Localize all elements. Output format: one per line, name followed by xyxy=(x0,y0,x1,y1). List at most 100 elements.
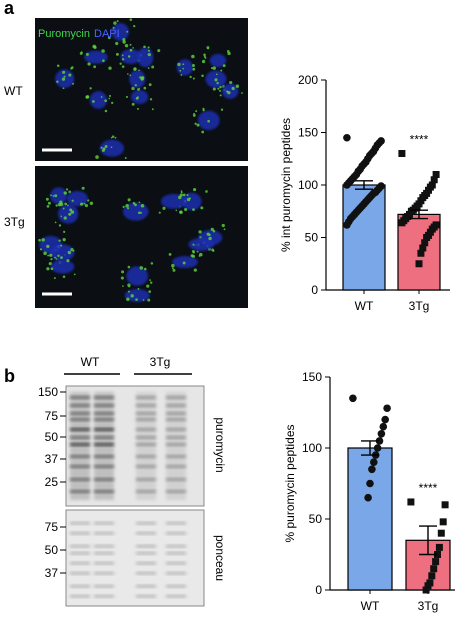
puncta xyxy=(104,99,107,103)
puncta xyxy=(192,77,195,80)
data-point xyxy=(437,529,445,537)
band xyxy=(136,412,156,415)
puncta xyxy=(212,87,216,91)
puncta xyxy=(124,43,129,48)
band xyxy=(166,412,186,415)
puncta xyxy=(111,101,114,104)
puncta xyxy=(62,207,65,210)
puncta xyxy=(182,63,185,66)
puncta xyxy=(120,276,124,280)
puncta xyxy=(110,146,113,148)
puncta xyxy=(147,298,151,302)
data-point xyxy=(432,171,440,178)
data-point xyxy=(366,479,374,488)
puncta xyxy=(58,224,62,227)
mw-marker: 150 xyxy=(38,385,58,399)
puncta xyxy=(207,119,210,123)
puncta xyxy=(126,30,129,33)
stain-label: Puromycin xyxy=(38,28,90,40)
nucleus xyxy=(50,259,75,274)
puncta xyxy=(202,109,205,112)
puncta xyxy=(63,216,67,220)
band xyxy=(136,522,156,525)
puncta xyxy=(130,294,134,298)
data-point xyxy=(434,551,441,558)
puncta xyxy=(122,37,126,41)
band xyxy=(136,418,156,421)
band xyxy=(94,490,114,493)
y-axis-label: % puromycin peptides xyxy=(283,424,297,542)
puncta xyxy=(68,73,72,77)
puncta xyxy=(127,207,130,210)
band xyxy=(136,465,156,468)
band xyxy=(70,465,90,468)
nucleus xyxy=(111,23,129,41)
mw-marker: 37 xyxy=(45,452,59,466)
puncta xyxy=(235,84,240,88)
puncta xyxy=(135,298,138,301)
nucleus xyxy=(84,50,108,64)
puncta xyxy=(162,206,166,210)
band xyxy=(166,455,186,458)
mw-marker: 75 xyxy=(45,520,59,534)
data-point xyxy=(383,404,391,413)
puncta xyxy=(139,266,144,270)
puncta xyxy=(41,238,45,242)
puncta xyxy=(108,94,112,98)
puncta xyxy=(80,202,84,206)
nucleus xyxy=(124,289,150,302)
nucleus xyxy=(209,53,227,68)
puncta xyxy=(222,64,226,68)
puncta xyxy=(136,107,139,110)
puncta xyxy=(101,49,105,53)
band xyxy=(70,595,90,598)
puncta xyxy=(56,80,59,83)
puncta xyxy=(58,239,61,242)
puncta xyxy=(186,197,191,202)
puncta xyxy=(191,64,195,68)
panel-label: b xyxy=(4,366,15,386)
puncta xyxy=(68,190,72,194)
band xyxy=(136,404,156,407)
puncta xyxy=(168,252,172,256)
puncta xyxy=(108,66,112,70)
band xyxy=(70,412,90,415)
puncta xyxy=(95,155,99,159)
data-point xyxy=(368,465,376,474)
puncta xyxy=(62,70,66,74)
significance: **** xyxy=(419,481,438,495)
data-point xyxy=(373,444,382,452)
nucleus xyxy=(182,192,202,211)
data-point xyxy=(424,582,432,590)
puncta xyxy=(146,284,150,288)
band xyxy=(166,572,186,575)
band xyxy=(94,404,114,407)
puncta xyxy=(93,45,97,49)
puncta xyxy=(175,209,178,212)
band xyxy=(70,436,90,439)
puncta xyxy=(64,202,68,206)
mw-marker: 50 xyxy=(45,430,59,444)
band xyxy=(166,418,186,421)
puncta xyxy=(142,299,145,301)
puncta xyxy=(190,254,194,258)
y-tick-label: 0 xyxy=(315,583,322,597)
puncta xyxy=(127,55,131,58)
band xyxy=(70,522,90,525)
puncta xyxy=(138,211,141,215)
blot xyxy=(65,385,205,607)
puncta xyxy=(227,90,231,95)
micrographs xyxy=(35,18,248,308)
puncta xyxy=(62,275,66,279)
puncta xyxy=(70,248,74,252)
puncta xyxy=(241,92,243,94)
nucleus xyxy=(57,204,79,224)
puncta xyxy=(219,89,222,92)
band xyxy=(70,490,90,493)
puncta xyxy=(54,221,57,224)
puncta xyxy=(45,197,49,201)
puncta xyxy=(138,69,140,72)
puncta xyxy=(67,204,69,207)
band xyxy=(136,552,156,555)
puncta xyxy=(115,41,119,46)
